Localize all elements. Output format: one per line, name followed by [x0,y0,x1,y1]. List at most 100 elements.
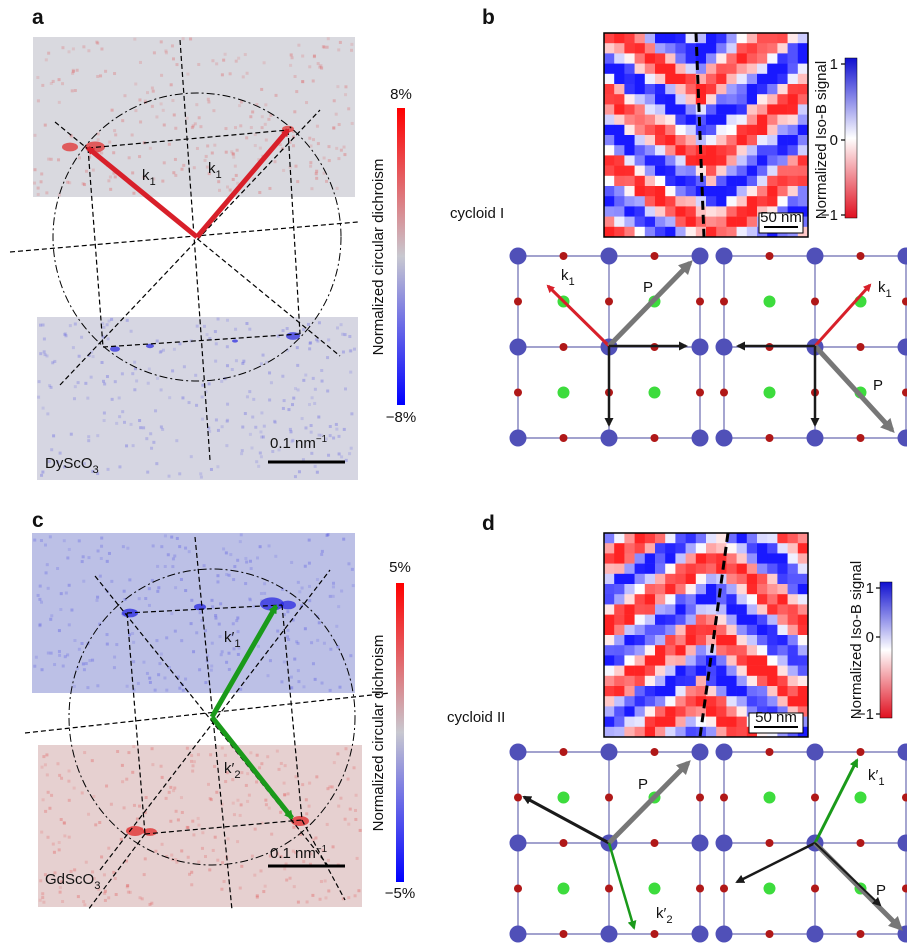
heatmap-cell [614,573,625,585]
heatmap-cell [685,63,697,75]
heatmap-cell [797,573,809,585]
noise [215,62,219,66]
noise [337,605,341,609]
heatmap-cell [644,543,656,554]
noise [251,415,255,419]
noise [337,157,341,161]
line [24,692,391,734]
noise [132,688,136,692]
atom-re [600,429,618,447]
noise [296,388,300,392]
noise [190,598,194,602]
line [99,569,331,871]
noise [48,384,52,388]
domain-wall [698,532,730,738]
heatmap-cell [644,114,656,126]
atom-o [902,388,907,397]
heatmap-cell [736,43,748,54]
heatmap-cell [665,716,676,728]
heatmap-cell [685,604,697,615]
noise [181,396,185,400]
heatmap-frame [603,32,809,238]
heatmap-cell [746,573,758,585]
heatmap-cell [797,614,809,626]
noise [45,753,49,757]
heatmap-cell [655,196,666,207]
noise [334,422,338,426]
heatmap-cell [767,165,778,177]
heatmap-cell [665,165,676,177]
heatmap-cell [655,43,666,54]
colorbar-tick-label: 1 [830,56,838,73]
heatmap-cell [634,114,646,126]
heatmap-cell [655,645,666,656]
atom-re [600,925,618,943]
heatmap-cell [624,165,635,177]
noise [129,422,133,426]
heatmap-cell [746,84,758,95]
noise [221,861,225,865]
noise [344,747,348,751]
heatmap-cell [614,124,625,136]
noise [46,412,50,416]
heatmap-cell [787,84,799,95]
noise [181,37,185,41]
noise [239,533,243,537]
noise [56,460,60,464]
heatmap-cell [726,94,737,105]
noise [300,604,304,608]
noise [107,896,111,900]
noise [170,44,174,48]
noise [143,811,147,815]
noise [80,641,84,645]
noise [226,837,230,841]
heatmap-cell [716,165,727,177]
noise [308,862,312,866]
noise [253,144,257,148]
heatmap-cell [767,104,778,115]
noise [180,810,184,814]
noise [41,470,45,474]
heatmap-cell [726,53,737,64]
heatmap-cell [757,614,768,626]
noise [236,558,240,562]
noise [205,333,209,337]
noise [212,109,216,113]
diffraction-spot [291,816,309,826]
label: 0.1 nm−1 [270,844,327,862]
noise [47,460,51,464]
atom-sc [648,386,661,399]
heatmap-cell [797,104,809,115]
noise [231,778,235,782]
noise [95,40,99,44]
heatmap-cell [634,216,646,228]
noise [308,341,312,345]
noise [134,82,138,86]
noise [282,781,286,785]
noise [231,801,235,805]
heatmap-cell [736,226,748,238]
atom-o [650,930,659,938]
heatmap-cell [787,53,799,64]
heatmap-cell [685,594,697,605]
heatmap-cell [746,614,758,626]
noise [328,688,332,692]
noise [290,440,294,444]
line [102,333,301,348]
heatmap-cell [685,53,697,64]
atom-re [806,247,824,265]
noise [328,424,332,428]
noise [147,587,151,591]
noise [289,686,293,690]
noise [325,822,329,826]
noise [40,172,44,176]
heatmap-cell [675,33,686,44]
heatmap-cell [604,614,615,626]
heatmap-cell [716,726,727,738]
heatmap-cell [685,553,697,564]
noise [287,638,291,642]
heatmap-cell [716,216,727,228]
noise [309,424,313,428]
noise [332,99,336,103]
heatmap-cell [767,594,778,605]
